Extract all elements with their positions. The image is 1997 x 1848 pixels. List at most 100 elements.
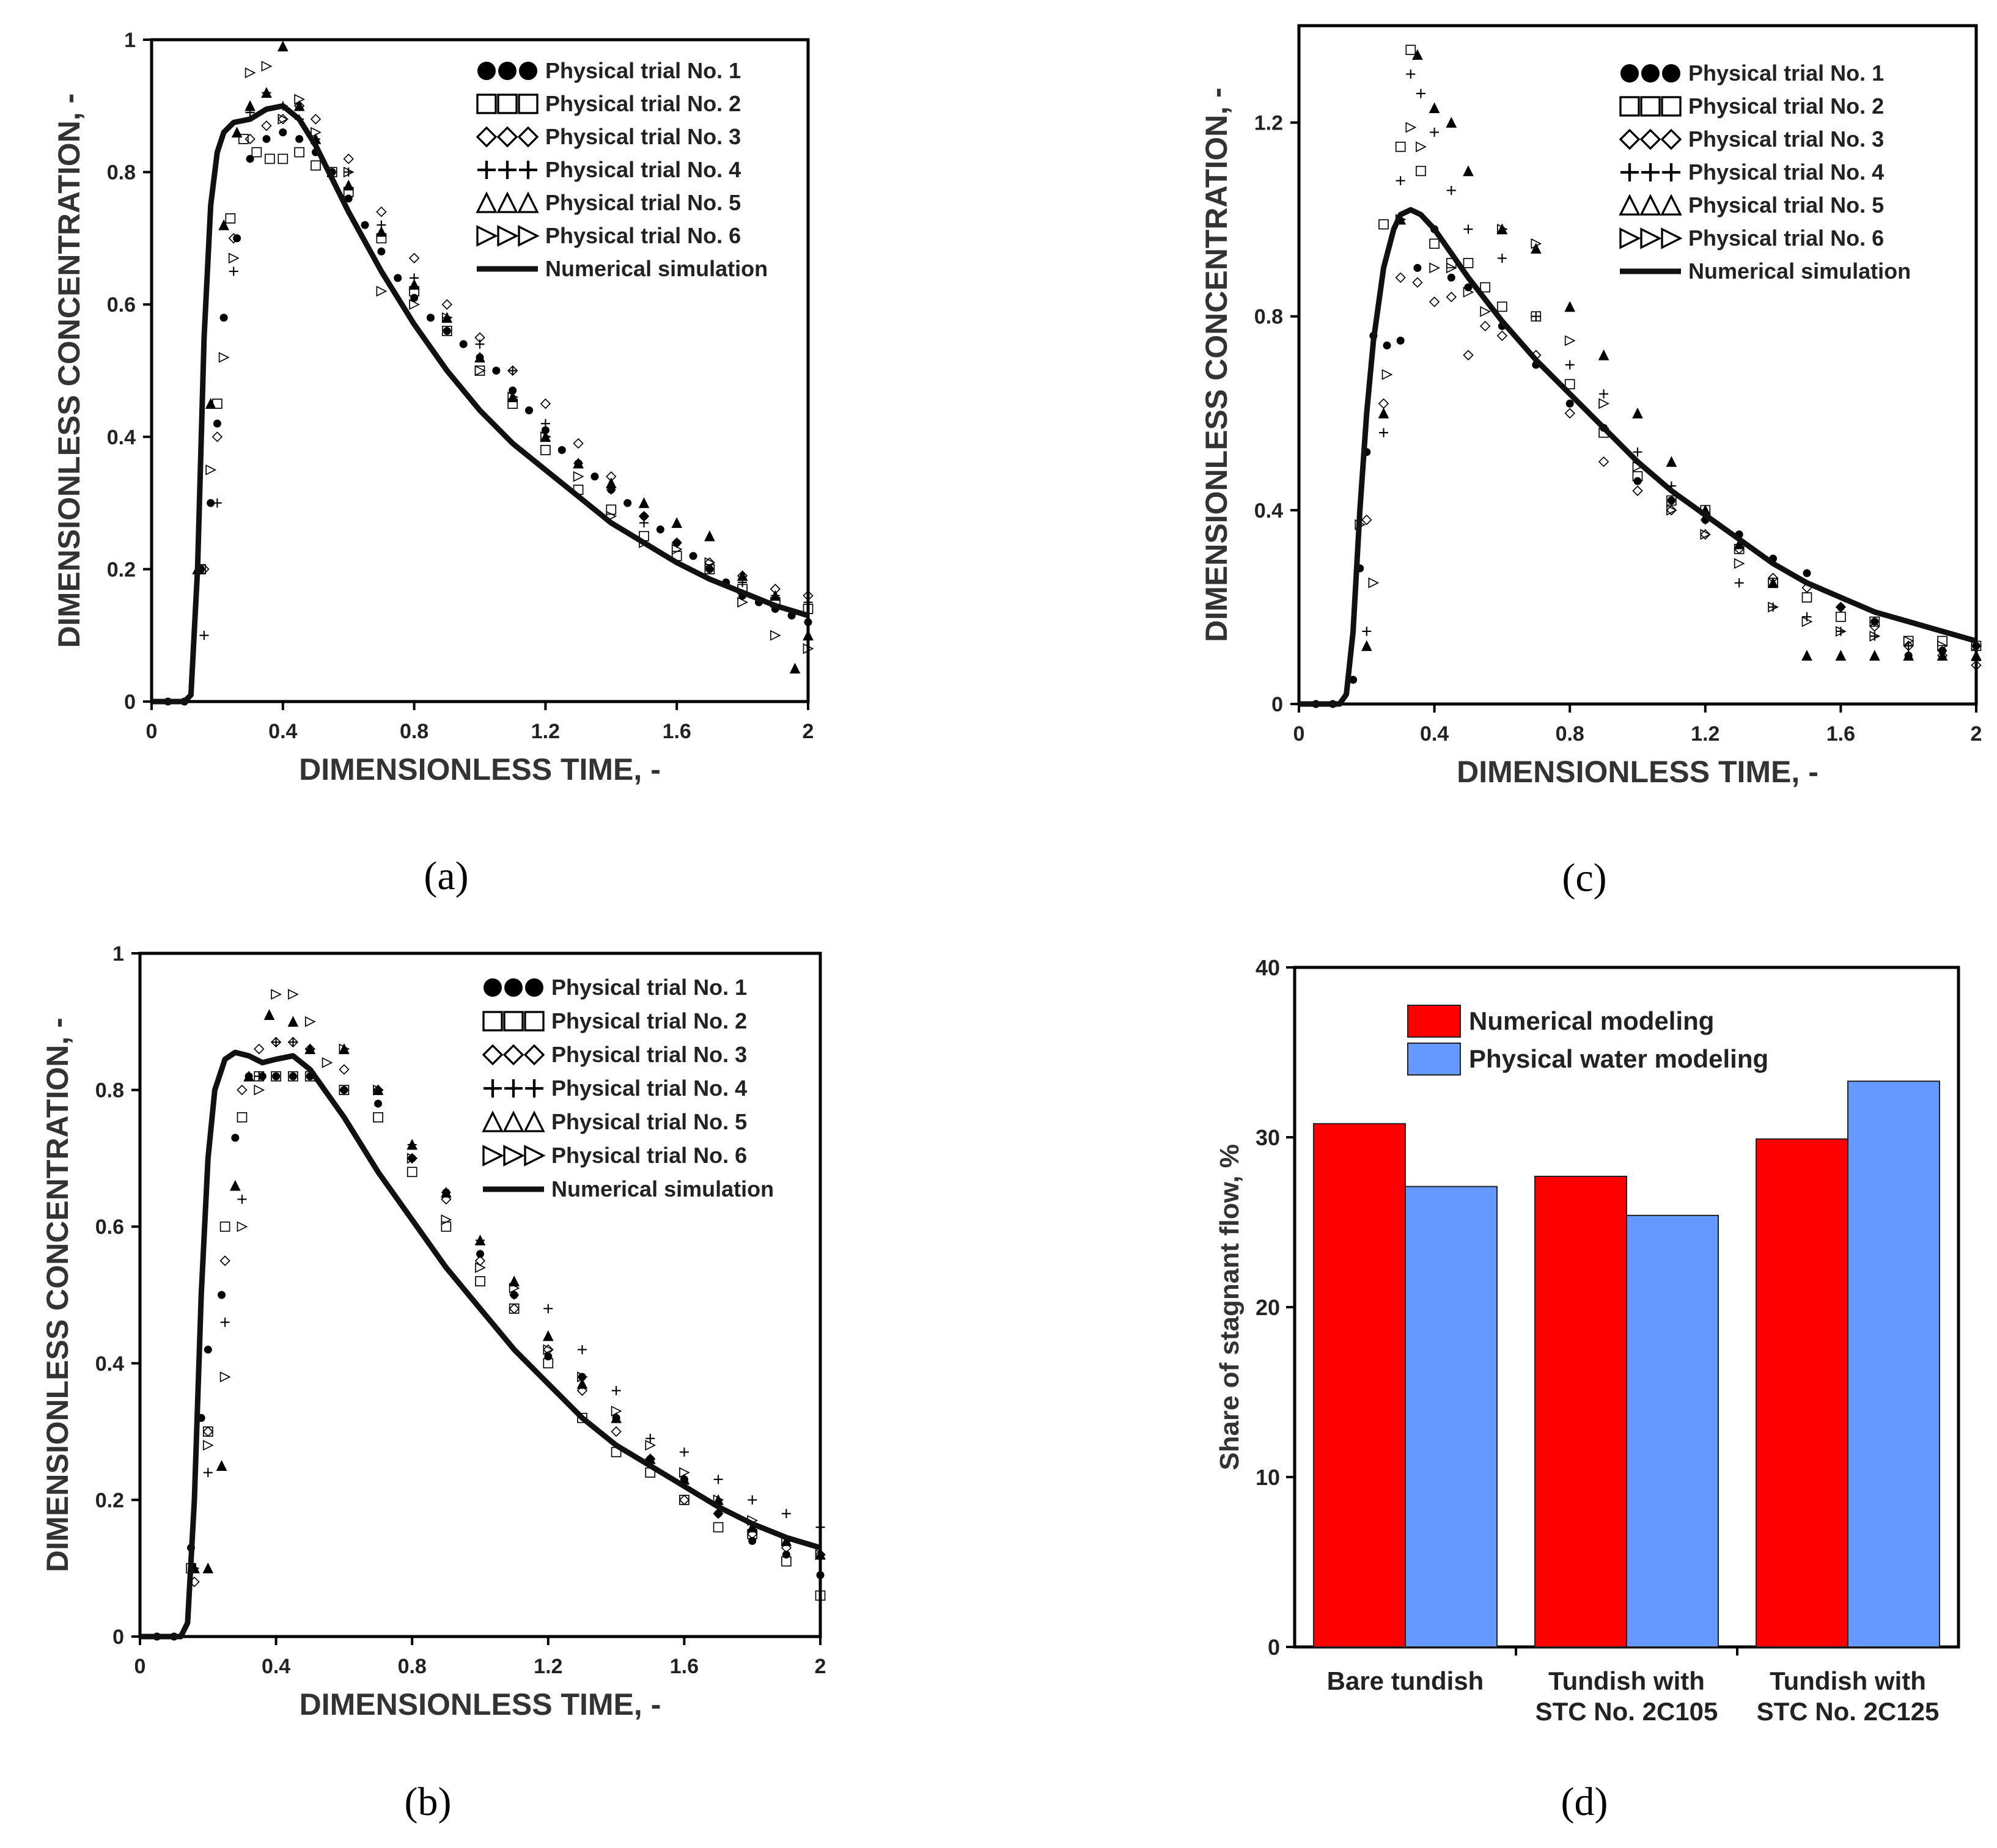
panel-d-chart: 0 10 20 30 40 Share of stagnant flow, % Bare t… [1215, 955, 1960, 1824]
legend-label: Physical trial No. 6 [551, 1143, 747, 1168]
legend-swatch [1407, 1005, 1461, 1038]
trial-4-point [1633, 447, 1642, 457]
trial-1-point [656, 525, 664, 534]
trial-6-point [278, 114, 289, 125]
legend-marker [1619, 194, 1641, 216]
trial-2-point [406, 1167, 417, 1178]
trial-2-point [251, 147, 262, 158]
trial-5-point [406, 1138, 418, 1150]
legend-label: Physical trial No. 5 [1688, 193, 1884, 218]
trial-3-point [406, 1153, 417, 1164]
trial-5-point [1446, 117, 1457, 128]
legend-marker [504, 1079, 523, 1098]
panel-c-chart: 0 0.4 0.8 1.2 1.6 2 0 0.4 0.8 1.2 DIMENSIONLESS TI… [1199, 24, 1982, 900]
trial-6-point [441, 1214, 452, 1225]
trial-2-point [1632, 471, 1643, 482]
legend-marker [504, 978, 523, 997]
trial-5-point [638, 497, 650, 508]
numerical-simulation-line [1299, 207, 1977, 707]
x-category-label: STC No. 2C105 [1535, 1697, 1718, 1726]
trial-4-point [1768, 602, 1778, 612]
trial-5-point [507, 391, 518, 403]
trial-6-point [261, 61, 273, 72]
trial-3-point [343, 153, 354, 164]
y-tick-label: 0.2 [107, 558, 136, 581]
trial-6-point [1446, 262, 1457, 274]
legend-marker [476, 225, 498, 247]
trial-series-5 [192, 40, 814, 674]
legend-marker [524, 1011, 545, 1032]
legend-marker [1640, 96, 1661, 117]
trial-6-point [441, 312, 453, 323]
legend-label: Numerical modeling [1469, 1007, 1714, 1035]
trial-2-point [1497, 301, 1507, 312]
trial-6-point [737, 596, 748, 608]
trial-6-point [1480, 306, 1491, 317]
y-tick-label: 0.8 [107, 161, 136, 185]
trial-6-point [1381, 369, 1393, 380]
trial-4-point [1406, 69, 1416, 79]
y-axis-title: DIMENSIONLESS CONCENTRATION, - [1199, 87, 1234, 642]
trial-4-point [1446, 186, 1456, 196]
bar-physical [1626, 1214, 1719, 1648]
trial-3-point [1429, 296, 1440, 307]
trial-5-point [261, 87, 272, 98]
trial-6-point [704, 557, 716, 568]
trial-3-point [1869, 621, 1880, 632]
trial-6-point [409, 299, 420, 310]
trial-4-point [1396, 176, 1405, 186]
trial-5-point [202, 1562, 214, 1574]
trial-1-point [219, 314, 228, 322]
trial-4-point [577, 1344, 587, 1354]
trial-1-point [231, 1134, 240, 1142]
trial-6-point [1405, 122, 1417, 133]
trial-6-point [1836, 626, 1847, 637]
legend-marker [484, 1079, 502, 1098]
trial-6-point [1416, 141, 1427, 153]
numerical-simulation-line [140, 1049, 822, 1640]
trial-2-point [1564, 379, 1575, 390]
trial-4-point [1565, 360, 1575, 370]
legend-label: Physical trial No. 1 [1688, 61, 1884, 86]
legend-marker [497, 94, 518, 114]
trial-1-point [590, 472, 599, 481]
x-tick-label: 2 [815, 1655, 826, 1678]
x-tick-label: 0 [1293, 722, 1305, 746]
trial-4-point [1379, 428, 1388, 438]
trial-2-point [577, 1412, 587, 1423]
trial-3-point [1395, 272, 1406, 283]
trial-6-point [474, 365, 486, 376]
trial-3-point [228, 233, 239, 244]
trial-5-point [229, 1179, 241, 1191]
trial-5-point [605, 477, 617, 488]
y-tick-label: 0 [1268, 1635, 1280, 1660]
trial-3-point [1598, 456, 1609, 468]
trial-6-point [228, 252, 240, 264]
legend-marker [496, 191, 518, 213]
trial-1-point [1972, 642, 1980, 650]
trial-6-point [376, 285, 388, 297]
trial-6-point [611, 1406, 622, 1417]
legend-marker [1641, 64, 1660, 82]
trial-3-point [254, 1043, 265, 1055]
trial-2-point [441, 326, 452, 336]
trial-5-point [803, 629, 814, 641]
trial-2-point [540, 445, 551, 455]
trial-4-point [540, 419, 550, 428]
trial-2-point [1463, 258, 1474, 268]
y-tick-label: 0 [1271, 693, 1283, 716]
trial-3-point [781, 1542, 792, 1553]
trial-4-point [220, 1318, 230, 1327]
y-tick-label: 1.2 [1254, 112, 1283, 135]
trial-3-point [211, 431, 223, 442]
legend-marker [1661, 227, 1683, 249]
legend-label: Physical trial No. 6 [1688, 226, 1884, 251]
legend-marker [525, 978, 543, 997]
trial-1-point [213, 419, 221, 428]
bar-numerical [1534, 1175, 1627, 1648]
trial-6-point [507, 391, 519, 403]
trial-6-point [543, 1344, 554, 1355]
x-tick-label: 0.4 [262, 1655, 290, 1678]
trial-5-point [789, 662, 801, 674]
trial-1-point [557, 446, 566, 454]
